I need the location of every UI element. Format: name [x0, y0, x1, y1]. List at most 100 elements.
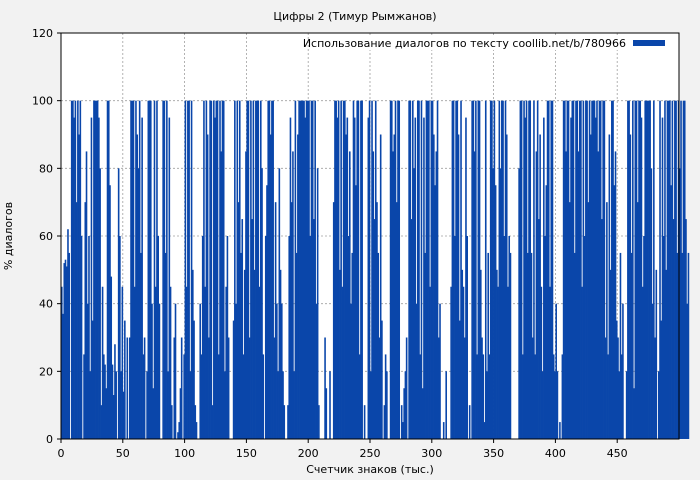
bar — [571, 100, 574, 440]
bar — [368, 100, 371, 440]
bar — [544, 236, 546, 439]
bar — [240, 252, 242, 439]
bar — [74, 100, 77, 440]
bar — [112, 395, 115, 439]
bar — [592, 100, 595, 440]
bar — [596, 100, 598, 440]
bar — [593, 100, 596, 440]
bar — [561, 354, 564, 439]
bar — [133, 286, 136, 439]
bar — [324, 337, 326, 439]
bar — [487, 252, 490, 439]
bar — [384, 354, 387, 439]
bar — [583, 236, 586, 439]
bar — [569, 202, 571, 439]
bar — [342, 100, 345, 440]
x-tick-label: 350 — [483, 447, 504, 460]
bar — [381, 320, 383, 439]
bar — [526, 252, 529, 439]
bar — [687, 252, 690, 439]
bar — [241, 219, 244, 439]
bar — [682, 100, 685, 440]
bar — [171, 405, 173, 439]
bar — [120, 371, 122, 439]
bar — [264, 236, 267, 439]
bar — [540, 286, 543, 439]
bar — [83, 354, 85, 439]
bar — [356, 100, 358, 440]
bar — [617, 337, 619, 439]
bar — [293, 371, 295, 439]
bar — [101, 286, 104, 439]
bar — [452, 100, 455, 440]
bar — [551, 100, 554, 440]
bar — [486, 371, 488, 439]
bar — [193, 320, 195, 439]
bar — [157, 236, 159, 439]
bar — [128, 337, 131, 439]
bar — [426, 100, 429, 440]
bar — [292, 151, 294, 440]
bar — [306, 100, 309, 440]
bar — [450, 286, 452, 439]
bar — [367, 117, 370, 439]
bar — [339, 269, 341, 439]
bar — [130, 100, 132, 440]
bar — [545, 185, 548, 439]
legend-swatch — [633, 40, 665, 46]
bar — [429, 286, 431, 439]
bar — [628, 100, 630, 440]
bar — [629, 134, 632, 439]
bar — [99, 168, 101, 439]
bar — [630, 252, 633, 439]
bar — [348, 151, 351, 440]
y-tick-label: 0 — [46, 433, 53, 446]
bar — [503, 236, 506, 439]
x-tick-label: 200 — [298, 447, 319, 460]
legend-background — [313, 36, 675, 50]
y-tick-label: 40 — [39, 298, 53, 311]
bar — [246, 100, 248, 440]
bar — [458, 320, 461, 439]
bar — [142, 354, 145, 439]
bar — [655, 269, 658, 439]
bar — [310, 100, 313, 440]
bar — [505, 134, 508, 439]
bar — [572, 100, 575, 440]
bar — [247, 100, 250, 440]
bar — [491, 100, 493, 440]
bar — [288, 236, 291, 439]
bar-series — [61, 100, 690, 440]
bar — [634, 100, 637, 440]
bar — [282, 371, 284, 439]
bar — [575, 100, 577, 440]
bar — [522, 354, 524, 439]
bar — [271, 100, 273, 440]
bar — [335, 100, 337, 440]
bar — [222, 100, 225, 440]
bar — [205, 100, 208, 440]
bar — [184, 100, 187, 440]
bar — [297, 134, 299, 439]
bar — [199, 303, 202, 439]
bar — [648, 100, 650, 440]
bar — [311, 100, 314, 440]
bar — [439, 303, 441, 439]
bar — [531, 337, 534, 439]
bar — [267, 100, 269, 440]
bar — [304, 117, 307, 439]
legend-label: Использование диалогов по тексту coollib… — [303, 37, 626, 50]
bar — [468, 405, 471, 439]
bar — [425, 100, 428, 440]
bar — [667, 100, 670, 440]
bar — [235, 303, 237, 439]
bar — [585, 100, 587, 440]
bar — [360, 100, 362, 440]
bar — [278, 168, 281, 439]
y-tick-label: 80 — [39, 162, 53, 175]
bar — [529, 100, 532, 440]
bar — [167, 371, 169, 439]
bar — [454, 236, 456, 439]
bar — [279, 269, 282, 439]
